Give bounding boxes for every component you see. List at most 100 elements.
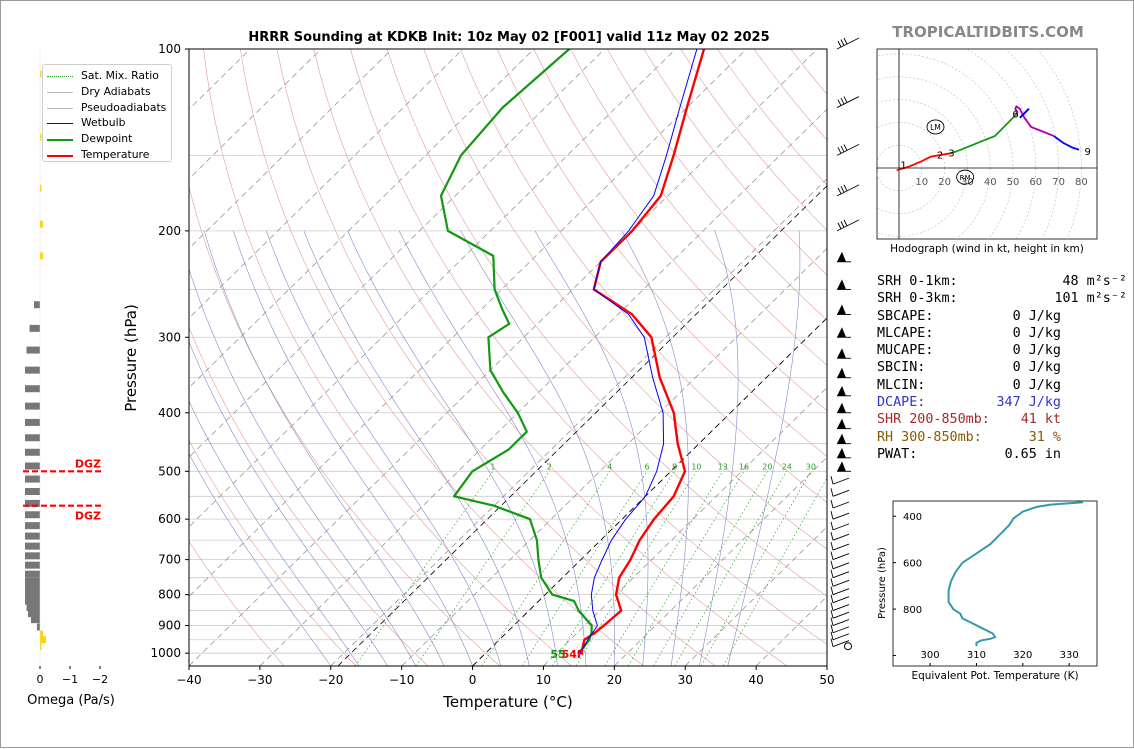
stat-value: 48 m²s⁻² [1063,273,1128,290]
mixing-ratio-label: 13 [718,462,728,471]
mixing-ratio-label: 8 [672,462,677,471]
x-tick-label: 50 [819,673,834,687]
thetae-x-label: Equivalent Pot. Temperature (K) [911,670,1078,682]
hodograph-height-label: 9 [1084,147,1090,158]
omega-bar [27,347,41,354]
mixing-ratio-label: 6 [645,462,650,471]
omega-bar [30,325,41,332]
wind-barb [837,434,851,444]
thetae-x-tick: 300 [921,650,940,661]
omega-bar [37,624,40,631]
wind-barb [831,552,849,560]
x-axis-label: Temperature (°C) [442,693,572,711]
stat-value: 41 kt [1021,411,1061,428]
omega-bar [25,552,40,559]
stat-row: DCAPE:347 J/kg [877,394,1127,411]
x-tick-label: −40 [176,673,201,687]
hodograph-ring-label: 70 [1052,177,1065,188]
stat-value: 101 m²s⁻² [1054,290,1127,307]
mixing-ratio-line [576,471,696,666]
pseudoadiabat [204,231,444,666]
hodograph-title: Hodograph (wind in kt, height in km) [890,243,1084,255]
hodograph-ring-label: 60 [1029,177,1042,188]
thetae-y-tick: 400 [903,512,922,523]
thetae-x-tick: 320 [1013,650,1032,661]
pseudoadiabat [399,231,586,666]
wind-barb [837,461,851,471]
site-watermark: TROPICALTIDBITS.COM [892,23,1084,41]
mixing-ratio-line [416,471,549,666]
mixing-ratio-label: 1 [490,462,495,471]
wetbulb-line [580,49,697,653]
wind-barb [831,488,849,496]
mixing-ratio-label: 20 [762,462,772,471]
x-tick-label: −30 [247,673,272,687]
stat-row: MLCIN:0 J/kg [877,377,1127,394]
omega-tick-label: −1 [62,673,78,686]
wind-barb [831,522,849,530]
omega-bar [25,591,40,598]
stat-label: SHR 200-850mb: [877,411,990,428]
stat-row: MUCAPE:0 J/kg [877,342,1127,359]
omega-bar [25,419,40,426]
stat-value: 0 J/kg [1013,342,1061,359]
y-tick-label: 700 [158,553,181,567]
omega-bar [25,511,40,518]
dry-adiabat [204,49,572,666]
omega-bar [27,604,41,611]
omega-bar [25,598,40,605]
stat-value: 31 % [1029,429,1061,446]
omega-bar [28,610,40,617]
y-tick-label: 1000 [150,646,181,660]
stat-label: RH 300-850mb: [877,429,982,446]
surface-temperature-label: 54F [562,648,585,661]
pseudoadiabat [304,231,529,666]
stat-value: 0 J/kg [1013,377,1061,394]
storm-motion-label: RM [960,174,971,182]
stat-row: SRH 0-1km: 48 m²s⁻² [877,273,1127,290]
x-tick-label: 30 [678,673,693,687]
wind-barb [831,532,849,540]
x-tick-label: 10 [536,673,551,687]
wind-barb [837,304,851,314]
omega-bar [34,301,40,308]
y-tick-label: 500 [158,464,181,478]
legend-label: Temperature [81,148,149,162]
thetae-y-tick: 800 [903,605,922,616]
dewpoint-line [441,49,592,653]
mixing-ratio-label: 2 [547,462,552,471]
dry-adiabat [387,49,931,666]
thetae-x-tick: 330 [1060,650,1079,661]
mixing-ratio-label: 4 [607,462,612,471]
hodograph-ring-label: 10 [915,177,928,188]
wind-barb [837,348,851,358]
omega-bar [40,221,43,228]
omega-bar [25,403,40,410]
y-tick-label: 200 [158,224,181,238]
omega-bar [25,476,40,483]
hodograph-height-label: 6 [1012,109,1018,120]
y-tick-label: 300 [158,330,181,344]
omega-bar [25,578,40,585]
stat-row: SRH 0-3km:101 m²s⁻² [877,290,1127,307]
wind-barb [837,419,851,429]
thetae-y-tick: 600 [903,559,922,570]
legend-swatch [47,108,73,109]
hodograph-height-label: 3 [948,149,954,160]
hodograph-ring-label: 80 [1075,177,1088,188]
stat-row: SBCIN:0 J/kg [877,359,1127,376]
omega-bar [25,533,40,540]
calm-wind-marker [845,643,852,650]
omega-bar [31,616,40,623]
stat-label: SBCIN: [877,359,925,376]
stat-value: 347 J/kg [997,394,1062,411]
mixing-ratio-label: 10 [691,462,701,471]
wind-barb [837,386,851,396]
pseudoadiabat [348,231,558,666]
wind-barb [837,185,859,196]
stat-label: SRH 0-1km: [877,273,958,290]
storm-motion-label: LM [930,123,941,132]
dgz-label: DGZ [75,510,101,523]
isotherm [260,49,888,666]
